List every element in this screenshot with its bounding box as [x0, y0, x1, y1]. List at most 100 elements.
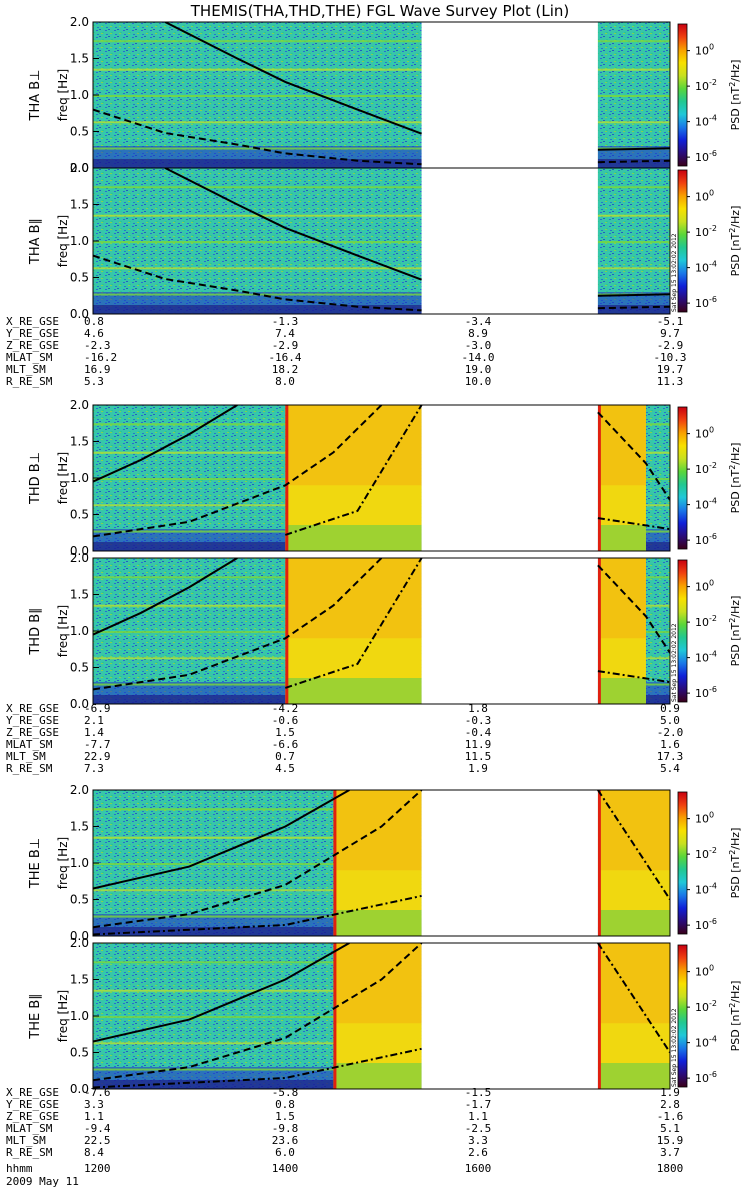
orbit-value: 16.9 [84, 363, 111, 376]
orbit-row-label: MLAT_SM [6, 1122, 53, 1135]
colorbar-label-sup: 2 [728, 1003, 737, 1008]
orbit-value: -6.6 [272, 738, 299, 751]
colorbar-tick-label: 10-2 [695, 999, 717, 1014]
colorbar-tick-exponent: -6 [709, 149, 717, 158]
orbit-value: 5.3 [84, 375, 104, 388]
wave-activity-edge [597, 790, 601, 936]
spectrogram-image [93, 405, 670, 551]
orbit-row-label: Z_RE_GSE [6, 1110, 59, 1123]
orbit-value: -0.3 [465, 714, 492, 727]
colorbar [677, 791, 688, 935]
wave-activity-edge [597, 405, 601, 551]
orbit-value: 1.1 [468, 1110, 488, 1123]
orbit-value: 17.3 [657, 750, 684, 763]
y-tick-label: 1.5 [70, 52, 89, 66]
colorbar-tick-exponent: -4 [709, 497, 717, 506]
data-gap [421, 558, 598, 704]
y-axis-label: freq [Hz] [56, 69, 70, 121]
colorbar-tick-label: 100 [695, 579, 714, 594]
orbit-value: -1.7 [465, 1098, 492, 1111]
y-tick-label: 0.0 [70, 161, 89, 175]
orbit-table: X_RE_GSE -6.9 -4.2 1.8 0.9 Y_RE_GSE 2.1 -0.6 -0.… [6, 702, 683, 775]
colorbar-tick-exponent: 0 [709, 811, 714, 820]
timestamp-stamp: Sat Sep 15 13:02:02 2012 [671, 1008, 678, 1087]
orbit-value: -10.3 [653, 351, 686, 364]
spectral-line [93, 293, 670, 296]
time-tick-label: 1800 [657, 1162, 684, 1175]
colorbar-label: PSD [nT2/Hz] [728, 443, 742, 514]
orbit-value: 23.6 [272, 1134, 299, 1147]
colorbar-tick-base: 10 [695, 884, 709, 897]
colorbar-label-main: PSD [nT [729, 233, 742, 277]
y-tick-label: 2.0 [70, 936, 89, 950]
panel-label-base: THA B [28, 81, 43, 122]
wave-activity-zone-low [597, 678, 646, 704]
colorbar-tick-label: 100 [695, 811, 714, 826]
y-tick-label: 1.5 [70, 820, 89, 834]
spectrogram-image [93, 790, 670, 936]
wave-activity-zone-core [597, 943, 670, 1024]
orbit-value: 1.5 [275, 1110, 295, 1123]
curve-solid [93, 943, 350, 1043]
date-label: 2009 May 11 [6, 1175, 79, 1188]
orbit-value: -9.4 [84, 1122, 111, 1135]
colorbar [677, 944, 688, 1088]
orbit-row-label: MLT_SM [6, 363, 46, 376]
orbit-value: -5.1 [657, 315, 684, 328]
panel-label-symbol: ∥ [28, 607, 43, 614]
orbit-table: X_RE_GSE 0.8 -1.3 -3.4 -5.1 Y_RE_GSE 4.6 7.4 8.9… [6, 315, 687, 388]
orbit-row-label: Z_RE_GSE [6, 339, 59, 352]
colorbar-tick-exponent: -6 [709, 532, 717, 541]
y-tick-label: 0.5 [70, 661, 89, 675]
y-tick-label: 2.0 [70, 398, 89, 412]
wave-activity-zone-core [597, 558, 646, 639]
y-tick-label: 1.5 [70, 435, 89, 449]
wave-activity-zone-low [597, 1063, 670, 1089]
y-tick-label: 1.0 [70, 471, 89, 485]
y-tick-label: 1.5 [70, 588, 89, 602]
orbit-value: 0.7 [275, 750, 295, 763]
colorbar-tick-exponent: -4 [709, 1035, 717, 1044]
orbit-row-label: R_RE_SM [6, 375, 53, 388]
data-gap [421, 943, 598, 1089]
colorbar [677, 169, 688, 313]
orbit-row-label: MLT_SM [6, 750, 46, 763]
orbit-value: -7.7 [84, 738, 111, 751]
orbit-value: 1.5 [275, 726, 295, 739]
orbit-value: 7.3 [84, 762, 104, 775]
colorbar-label-end: /Hz] [729, 60, 742, 82]
panel-label: THA B⊥ [28, 70, 43, 122]
orbit-value: -7.6 [84, 1086, 111, 1099]
time-tick-label: 1400 [272, 1162, 299, 1175]
y-axis-label: freq [Hz] [56, 990, 70, 1042]
orbit-value: -14.0 [461, 351, 494, 364]
colorbar-tick-exponent: 0 [709, 426, 714, 435]
orbit-value: 0.8 [275, 1098, 295, 1111]
orbit-value: 1.1 [84, 1110, 104, 1123]
orbit-row-label: X_RE_GSE [6, 1086, 59, 1099]
panel-label-base: THA B [28, 224, 43, 265]
curve-solid [164, 168, 422, 281]
colorbar-tick-exponent: -2 [709, 999, 717, 1008]
orbit-row-label: X_RE_GSE [6, 315, 59, 328]
colorbar-label-main: PSD [nT [729, 87, 742, 131]
orbit-value: -4.2 [272, 702, 299, 715]
spectral-line [93, 214, 670, 217]
colorbar-tick-base: 10 [695, 966, 709, 979]
curve-dash-dot [597, 790, 670, 901]
orbit-value: 11.9 [465, 738, 492, 751]
data-gap [421, 22, 598, 168]
orbit-value: -6.9 [84, 702, 111, 715]
curve-solid [597, 147, 670, 151]
colorbar-tick-label: 10-4 [695, 260, 717, 275]
orbit-value: 8.9 [468, 327, 488, 340]
wave-activity-zone-low [597, 910, 670, 936]
wave-activity-zone-low [333, 1063, 422, 1089]
curve-solid [93, 558, 238, 636]
panel-label-group: THA B⊥ [28, 70, 43, 122]
curve-dash-dot [597, 670, 670, 684]
orbit-value: 6.0 [275, 1146, 295, 1159]
panel-label-group: THD B∥ [28, 607, 43, 655]
